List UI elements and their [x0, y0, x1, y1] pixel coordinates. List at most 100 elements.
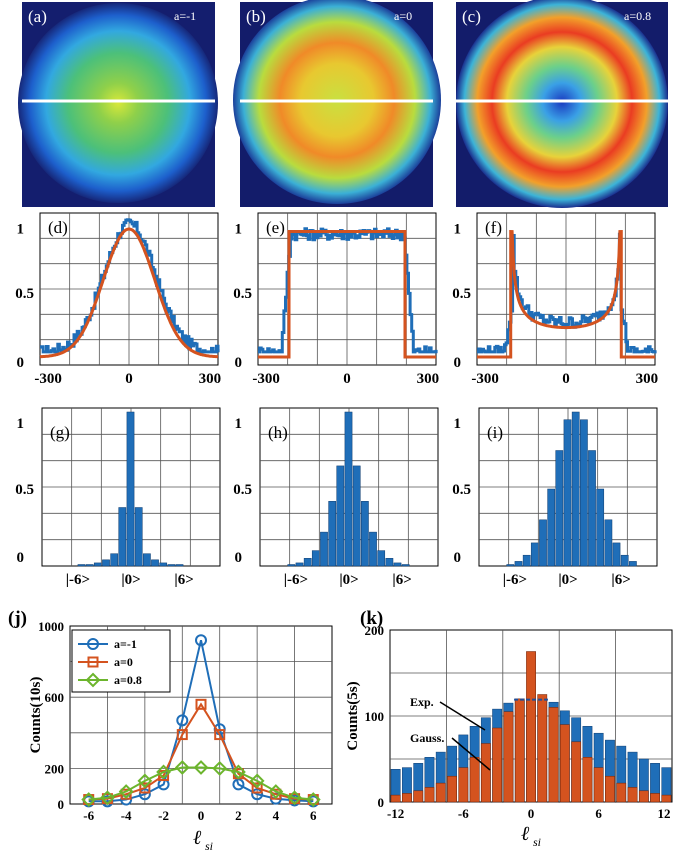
legend-marker [85, 672, 101, 688]
spectrum-bar [620, 554, 629, 567]
spectrum-bar [311, 550, 320, 567]
series-point [195, 634, 207, 647]
spectrum-bar [143, 553, 151, 567]
profile-experiment-line [40, 218, 220, 354]
spectrum-bar [393, 562, 402, 567]
gauss-bar [480, 743, 491, 803]
spectrum-bar [369, 531, 377, 567]
gauss-bar [424, 787, 435, 803]
image-c-param: a=0.8 [624, 9, 651, 23]
series-line [88, 766, 314, 801]
image-a-param: a=-1 [174, 9, 196, 23]
spectrum-bar [604, 519, 613, 567]
image-b: (b) a=0 [233, 0, 441, 207]
y-tick-label: 0 [454, 550, 462, 566]
x-tick-label: |0> [121, 572, 140, 588]
spectrum-bar [336, 465, 345, 567]
gauss-bar [605, 775, 615, 803]
annotation-exp: Exp. [410, 695, 434, 709]
x-tick-label: 12 [658, 806, 671, 821]
image-c-label: (c) [462, 7, 481, 26]
x-tick-label: 0 [528, 806, 535, 821]
x-tick-label: |0> [339, 572, 358, 588]
series-point [251, 788, 264, 801]
y-axis-label: Counts(10s) [28, 677, 44, 754]
spectrum-bar [596, 488, 605, 567]
spectrum-bar [401, 564, 410, 567]
spectrum-bar [295, 562, 304, 567]
y-tick-label: 1 [454, 222, 462, 238]
x-tick-label: |6> [174, 572, 193, 588]
x-tick-label: -300 [252, 371, 280, 387]
panel-label: (h) [268, 423, 288, 442]
gauss-bar [627, 787, 638, 803]
legend: a=-1 a=0 a=0.8 [71, 629, 171, 693]
series-point [231, 764, 246, 780]
y-tick-label: 0.5 [15, 286, 34, 302]
profile-theory-line [477, 230, 655, 359]
x-tick-label: 0 [198, 808, 205, 823]
profile-theory-line [258, 230, 436, 359]
panel-label: (k) [360, 608, 383, 629]
spectrum-bar [77, 564, 86, 567]
gauss-bar [492, 727, 503, 803]
panel-label: (g) [50, 423, 70, 442]
x-tick-label: -4 [121, 808, 132, 823]
spectrum-bar [93, 562, 102, 567]
x-tick-label: 0 [125, 371, 133, 387]
spectrum-bar [522, 554, 531, 567]
y-tick-label: 200 [45, 761, 65, 776]
image-c: (c) a=0.8 [456, 0, 668, 208]
gauss-bar [458, 767, 469, 803]
panel-j-frame [69, 625, 333, 805]
gauss-bar [537, 694, 548, 803]
y-tick-label: 0 [454, 355, 462, 371]
y-tick-label: 0.5 [233, 286, 252, 302]
x-axis-label: ℓ [193, 827, 202, 849]
gauss-bar [638, 790, 649, 803]
panel-label: (e) [266, 218, 285, 237]
y-tick-label: 1000 [38, 619, 64, 634]
x-tick-label: 0 [562, 371, 570, 387]
spectrum-bar [303, 558, 312, 567]
profile-theory-line [39, 227, 219, 359]
x-tick-label: -6 [83, 808, 94, 823]
spectrum-bar [287, 564, 296, 567]
x-tick-label: |0> [558, 572, 577, 588]
x-tick-label: |6> [392, 572, 411, 588]
series-point [251, 782, 263, 794]
spectrum-bar [612, 542, 621, 567]
spectrum-bar [151, 559, 159, 567]
spectrum-bar [547, 488, 556, 567]
spectrum-bar [530, 542, 539, 567]
spectrum-bar [352, 465, 361, 567]
gauss-bar [593, 767, 604, 803]
series-point [156, 764, 171, 780]
gauss-bar [661, 794, 672, 803]
series-point [212, 760, 228, 776]
gauss-bar [469, 757, 480, 803]
y-tick-label: 0 [17, 355, 25, 371]
panel-label: (i) [487, 423, 503, 442]
y-tick-label: 0.5 [452, 482, 471, 498]
series-point [232, 778, 245, 791]
legend-marker [87, 656, 99, 668]
y-axis-label: Counts(5s) [345, 681, 361, 750]
series-point [193, 760, 209, 775]
legend-entry: a=-1 [114, 637, 137, 651]
spectrum-bar [361, 501, 369, 567]
spectrum-bar [385, 558, 394, 567]
gauss-bar [650, 793, 660, 803]
spectrum-bar [588, 450, 596, 567]
x-tick-label: -300 [34, 371, 62, 387]
annotation-exp-arrow [439, 701, 486, 731]
profile-experiment-line [477, 232, 657, 354]
annotation-gauss-arrow [451, 737, 491, 771]
series-point [118, 784, 134, 799]
series-point [138, 788, 151, 801]
x-tick-label: -2 [158, 808, 169, 823]
y-tick-label: 0 [17, 550, 25, 566]
panel-label: (f) [485, 218, 502, 237]
gauss-bar [582, 757, 593, 803]
